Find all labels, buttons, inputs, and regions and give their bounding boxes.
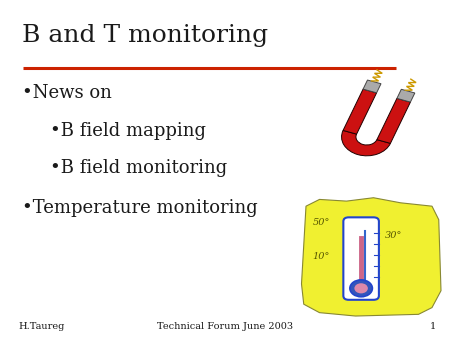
FancyBboxPatch shape	[343, 89, 377, 134]
Text: 10°: 10°	[313, 251, 330, 261]
Text: Technical Forum June 2003: Technical Forum June 2003	[157, 322, 293, 331]
Text: H.Taureg: H.Taureg	[18, 322, 64, 331]
Text: 50°: 50°	[313, 218, 330, 227]
Text: •B field monitoring: •B field monitoring	[50, 159, 227, 177]
Text: •Temperature monitoring: •Temperature monitoring	[22, 199, 258, 217]
FancyBboxPatch shape	[363, 80, 381, 93]
FancyBboxPatch shape	[343, 217, 379, 300]
Circle shape	[350, 280, 373, 297]
FancyBboxPatch shape	[377, 98, 410, 143]
Text: 30°: 30°	[385, 231, 402, 240]
Text: •B field mapping: •B field mapping	[50, 122, 206, 140]
Text: B and T monitoring: B and T monitoring	[22, 24, 269, 47]
Text: •News on: •News on	[22, 84, 112, 102]
Circle shape	[355, 283, 368, 293]
Text: 1: 1	[430, 322, 436, 331]
Polygon shape	[302, 198, 441, 316]
Wedge shape	[342, 130, 391, 156]
FancyBboxPatch shape	[397, 89, 415, 102]
